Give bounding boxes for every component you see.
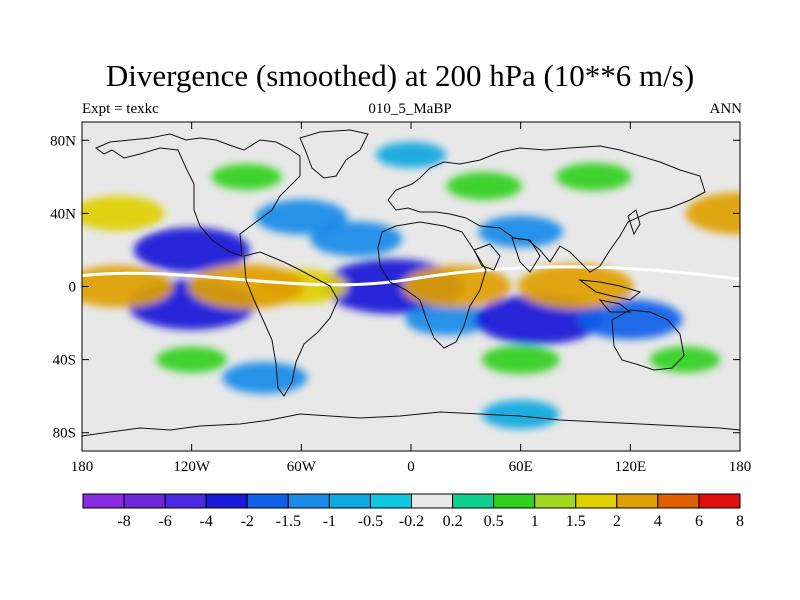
field-feature-10 — [481, 399, 560, 429]
x-tick-label: 120W — [173, 459, 211, 475]
arabia-india-outline — [473, 237, 541, 273]
colorbar-swatch-3 — [205, 493, 248, 509]
colorbar-swatch-7 — [369, 493, 412, 509]
colorbar-swatch-14 — [657, 493, 700, 509]
colorbar-swatch-4 — [246, 493, 289, 509]
field-feature-3 — [310, 221, 403, 257]
y-tick-label: 80S — [53, 426, 76, 442]
x-tick-label: 0 — [407, 459, 415, 475]
colorbar-label: -4 — [200, 513, 213, 530]
colorbar-label: -6 — [158, 513, 171, 530]
zero-contour — [82, 265, 740, 287]
season-label: ANN — [709, 101, 743, 117]
colorbar-boxes — [82, 493, 741, 509]
australia-outline — [611, 309, 685, 371]
field-feature-20 — [211, 163, 282, 190]
y-tick-label: 80N — [50, 133, 76, 149]
colorbar-swatch-11 — [534, 493, 577, 509]
colorbar-swatch-0 — [82, 493, 125, 509]
antarctica-outline — [82, 411, 740, 437]
colorbar-label: 4 — [654, 513, 662, 530]
colorbar-swatch-10 — [493, 493, 536, 509]
north-america-outline — [95, 133, 301, 257]
x-tick-label: 180 — [71, 459, 94, 475]
colorbar-swatch-6 — [328, 493, 371, 509]
field-feature-1 — [133, 227, 250, 273]
field-feature-18 — [188, 264, 305, 309]
colorbar-label: -2 — [241, 513, 254, 530]
x-axis: 180 120W 60W 0 60E 120E 180 — [71, 122, 752, 475]
experiment-label: Expt = texkc — [82, 101, 159, 117]
colorbar-swatch-9 — [452, 493, 495, 509]
y-tick-label: 40N — [50, 206, 76, 222]
greenland-outline — [299, 129, 369, 179]
colorbar-label: -1.5 — [276, 513, 301, 530]
colorbar-swatch-15 — [698, 493, 741, 509]
indonesia-outline — [578, 279, 642, 313]
colorbar-label: -1 — [323, 513, 336, 530]
field-feature-16 — [685, 192, 740, 235]
colorbar-swatch-5 — [287, 493, 330, 509]
eurasia-outline — [387, 145, 706, 273]
colorbar-label: 1 — [531, 513, 539, 530]
colorbar-label: -0.2 — [399, 513, 424, 530]
field-feature-15 — [82, 265, 173, 308]
x-tick-label: 120E — [614, 459, 646, 475]
chart-title: Divergence (smoothed) at 200 hPa (10**6 … — [105, 58, 695, 93]
colorbar-label: -0.5 — [358, 513, 383, 530]
colorbar-labels: -8 -6 -4 -2 -1.5 -1 -0.5 -0.2 0.2 0.5 1 1.5 2 4 6 8 — [117, 513, 744, 530]
field-feature-11 — [375, 141, 447, 168]
colorbar-swatch-2 — [164, 493, 207, 509]
y-tick-label: 40S — [53, 353, 76, 369]
colorbar-label: 1.5 — [566, 513, 586, 530]
colorbar-label: 0.2 — [443, 513, 463, 530]
divergence-field — [82, 141, 740, 429]
field-feature-23 — [481, 345, 560, 375]
colorbar-label: -8 — [117, 513, 130, 530]
field-feature-19 — [556, 162, 632, 191]
colorbar-swatch-12 — [575, 493, 618, 509]
field-feature-7 — [255, 199, 348, 235]
africa-outline — [377, 221, 487, 349]
field-feature-6 — [578, 299, 683, 340]
x-tick-label: 60W — [287, 459, 317, 475]
x-tick-label: 180 — [729, 459, 752, 475]
field-feature-24 — [649, 346, 721, 373]
south-america-outline — [243, 251, 339, 397]
field-feature-8 — [478, 215, 564, 248]
field-feature-9 — [222, 361, 308, 394]
colorbar-swatch-13 — [616, 493, 659, 509]
field-feature-13 — [517, 264, 634, 309]
japan-outline — [627, 209, 641, 236]
colorbar-label: 2 — [613, 513, 621, 530]
colorbar-swatch-8 — [411, 493, 454, 509]
y-tick-label: 0 — [69, 280, 77, 296]
field-feature-17 — [82, 195, 165, 231]
colorbar-label: 6 — [695, 513, 703, 530]
coastlines — [82, 129, 740, 437]
colorbar-label: 8 — [736, 513, 744, 530]
colorbar-swatch-1 — [123, 493, 166, 509]
colorbar-label: 0.5 — [484, 513, 504, 530]
x-tick-label: 60E — [509, 459, 533, 475]
field-feature-21 — [446, 171, 522, 200]
field-feature-22 — [156, 346, 227, 373]
y-axis: 80N 40N 0 40S 80S — [50, 133, 740, 442]
case-label: 010_5_MaBP — [368, 101, 452, 117]
